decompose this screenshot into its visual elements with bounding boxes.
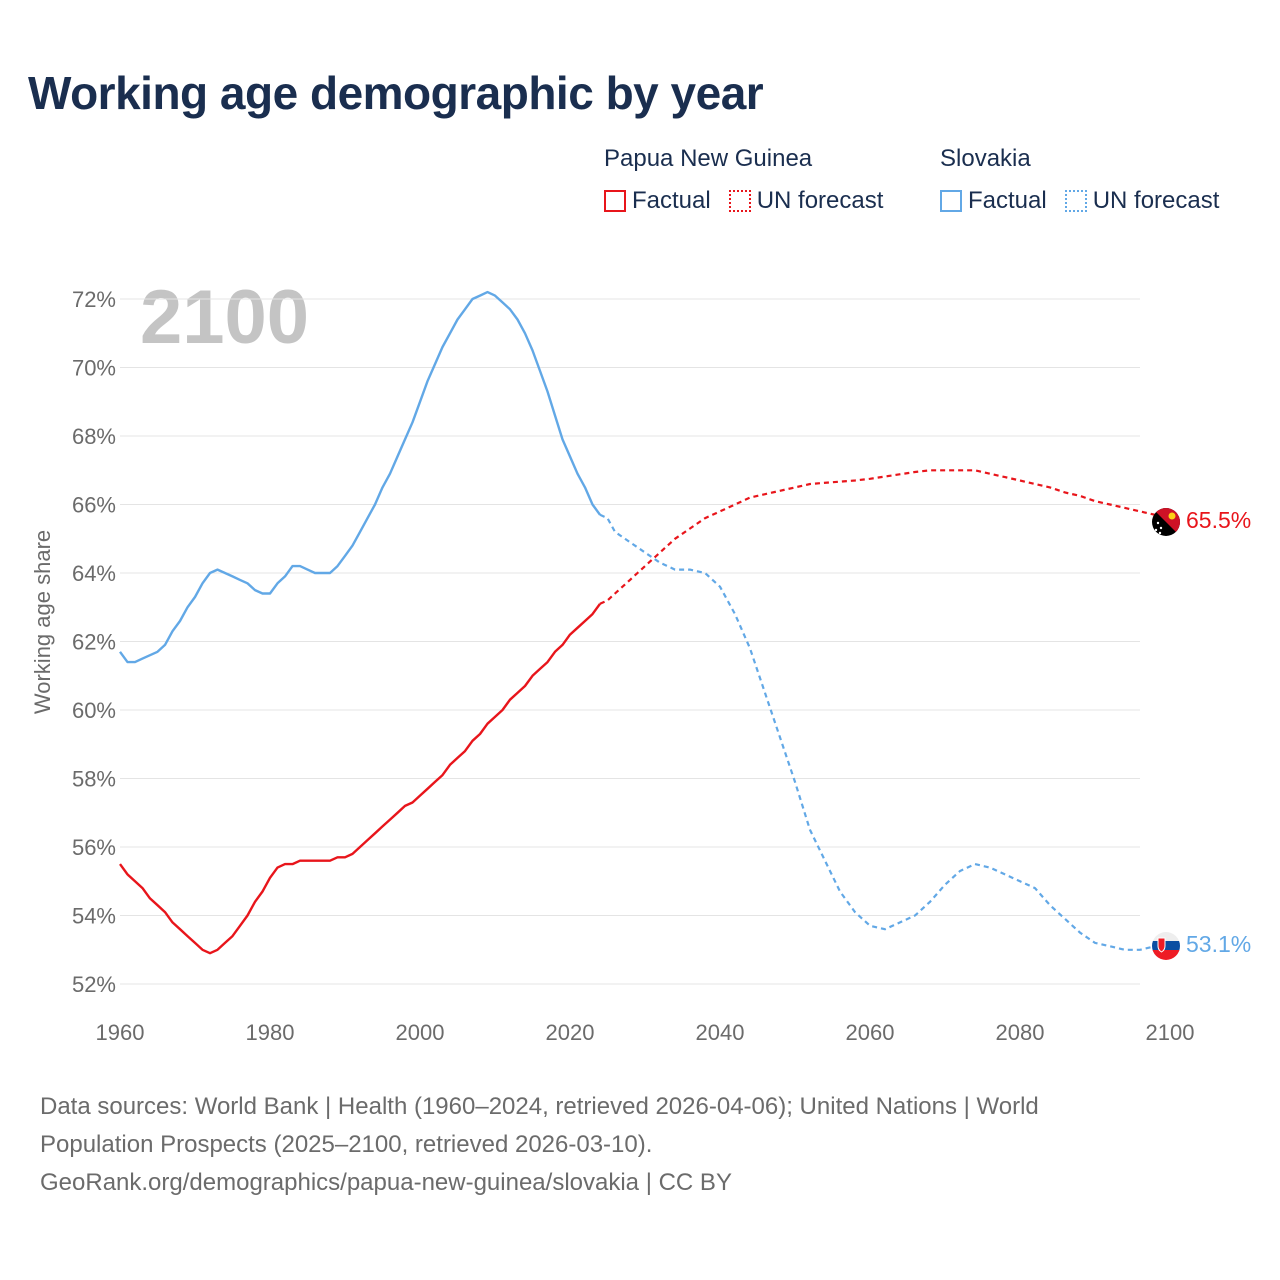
y-tick-label: 72% bbox=[72, 287, 116, 312]
y-tick-label: 58% bbox=[72, 767, 116, 792]
y-tick-label: 56% bbox=[72, 835, 116, 860]
y-tick-label: 54% bbox=[72, 904, 116, 929]
x-tick-label: 2060 bbox=[846, 1020, 895, 1045]
legend-swatch-dotted bbox=[1064, 190, 1087, 212]
x-tick-label: 2080 bbox=[996, 1020, 1045, 1045]
year-watermark: 2100 bbox=[140, 275, 309, 360]
y-tick-label: 52% bbox=[72, 972, 116, 997]
legend-item-forecast[interactable]: UN forecast bbox=[728, 187, 884, 215]
legend-swatch-dotted bbox=[728, 190, 751, 212]
legend-slovakia[interactable]: Slovakia Factual UN forecast bbox=[940, 145, 1219, 215]
y-axis: 52% 54% 56% 58% 60% 62% 64% 66% 68% 70% 72% bbox=[72, 287, 116, 997]
footer: Data sources: World Bank | Health (1960–… bbox=[40, 1088, 1240, 1202]
x-tick-label: 2020 bbox=[546, 1020, 595, 1045]
chart-title: Working age demographic by year bbox=[28, 67, 764, 119]
grid bbox=[120, 298, 1140, 985]
legend-papua-new-guinea[interactable]: Papua New Guinea Factual UN forecast bbox=[604, 145, 883, 215]
y-tick-label: 66% bbox=[72, 493, 116, 518]
series-lines bbox=[119, 290, 1178, 955]
papua-new-guinea-flag-icon bbox=[1152, 508, 1180, 536]
legend-country-label: Papua New Guinea bbox=[604, 145, 813, 172]
x-axis: 1960 1980 2000 2020 2040 2060 2080 2100 bbox=[96, 1020, 1195, 1045]
slovakia-flag-icon bbox=[1152, 932, 1180, 960]
y-axis-label: Working age share bbox=[30, 530, 55, 714]
legend-swatch-solid bbox=[940, 190, 962, 212]
y-tick-label: 60% bbox=[72, 698, 116, 723]
y-tick-label: 68% bbox=[72, 424, 116, 449]
y-tick-label: 64% bbox=[72, 561, 116, 586]
legend-country-label: Slovakia bbox=[940, 145, 1031, 172]
legend-label-factual: Factual bbox=[968, 187, 1047, 214]
legend-label-factual: Factual bbox=[632, 187, 711, 214]
x-tick-label: 2100 bbox=[1146, 1020, 1195, 1045]
series-line-factual-papua-new-guinea bbox=[119, 603, 601, 955]
series-line-forecast-papua-new-guinea bbox=[599, 469, 1178, 605]
legend-item-forecast[interactable]: UN forecast bbox=[1064, 187, 1220, 215]
series-line-forecast-slovakia bbox=[599, 513, 1178, 951]
footer-sources-line1: Data sources: World Bank | Health (1960–… bbox=[40, 1093, 1039, 1120]
y-tick-label: 70% bbox=[72, 356, 116, 381]
x-tick-label: 1980 bbox=[246, 1020, 295, 1045]
footer-sources-line2: Population Prospects (2025–2100, retriev… bbox=[40, 1131, 653, 1158]
legend-item-factual[interactable]: Factual bbox=[940, 187, 1047, 215]
end-value-label-slovakia: 53.1% bbox=[1186, 931, 1251, 957]
x-tick-label: 2000 bbox=[396, 1020, 445, 1045]
x-tick-label: 1960 bbox=[96, 1020, 145, 1045]
legend-item-factual[interactable]: Factual bbox=[604, 187, 711, 215]
footer-link[interactable]: GeoRank.org/demographics/papua-new-guine… bbox=[40, 1169, 732, 1196]
y-tick-label: 62% bbox=[72, 630, 116, 655]
legend-swatch-solid bbox=[604, 190, 626, 212]
series-line-factual-slovakia bbox=[119, 290, 601, 664]
legend-label-forecast: UN forecast bbox=[1092, 187, 1220, 214]
end-value-label-papua-new-guinea: 65.5% bbox=[1186, 507, 1251, 533]
x-tick-label: 2040 bbox=[696, 1020, 745, 1045]
legend-label-forecast: UN forecast bbox=[756, 187, 884, 214]
